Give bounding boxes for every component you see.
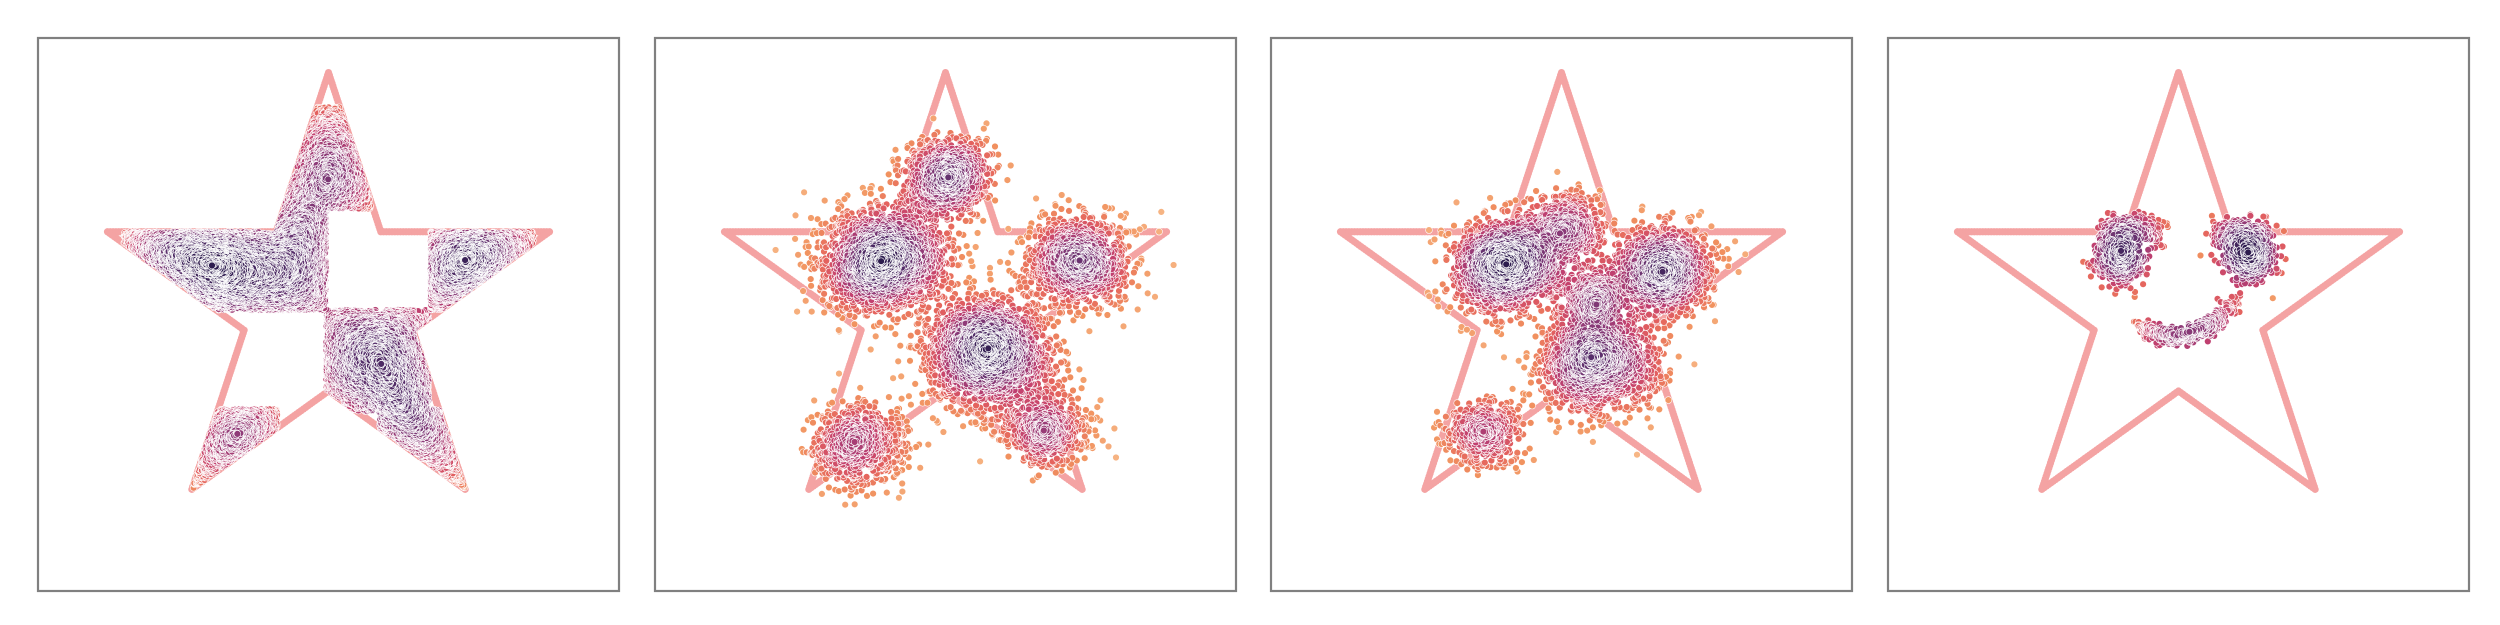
boundary-point	[324, 71, 332, 79]
panel-1	[36, 36, 621, 593]
